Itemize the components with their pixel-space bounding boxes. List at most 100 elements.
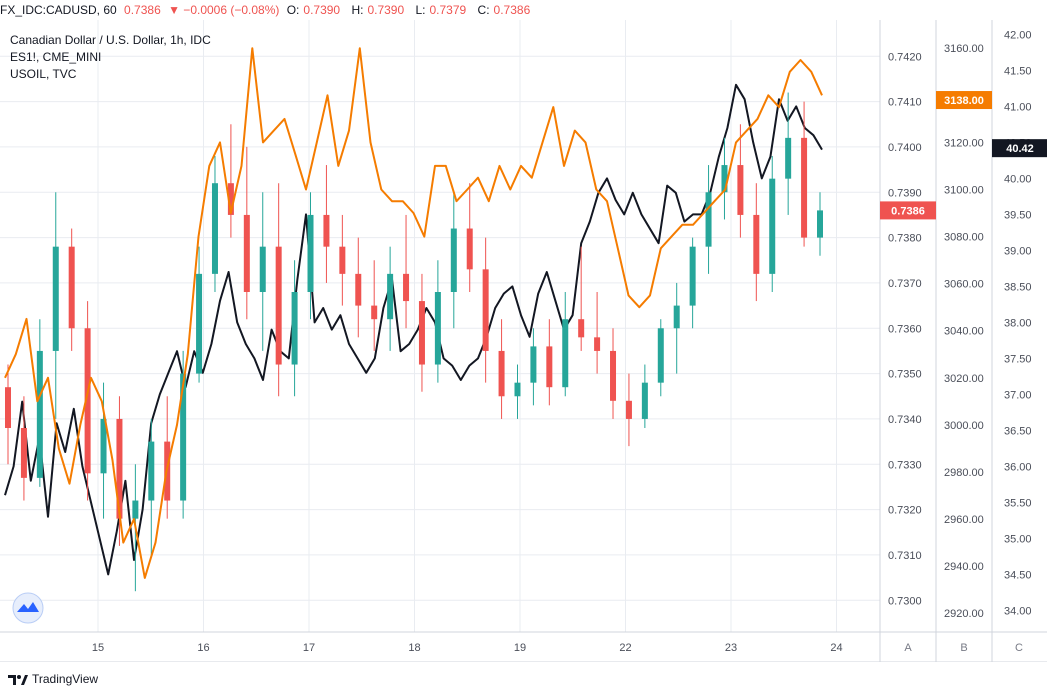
x-tick-label: 17	[303, 642, 315, 654]
cadusd-axis-tick-label: 0.7360	[888, 323, 922, 335]
price-change: ▼ −0.0006 (−0.08%)	[168, 3, 280, 17]
oil-axis-tick-label: 38.50	[1004, 281, 1032, 293]
cadusd-axis-tick-label: 0.7350	[888, 369, 922, 381]
price-axes[interactable]: 0.7420 0.7410 0.7400 0.7390 0.7380 0.7370 0.73…	[0, 0, 1047, 663]
oil-axis-tick-label: 39.00	[1004, 245, 1032, 257]
symbol-header: FX_IDC:CADUSD, 60 0.7386 ▼ −0.0006 (−0.0…	[0, 0, 1047, 20]
usoil-line-path	[4, 83, 823, 576]
candle-body	[530, 346, 537, 383]
candle-body	[594, 337, 601, 351]
oil-axis-tick-label: 36.00	[1004, 461, 1032, 473]
scale-button-c[interactable]: C	[1015, 642, 1023, 654]
candle-body	[355, 273, 362, 306]
candle-body	[625, 400, 632, 419]
candle-body	[785, 137, 792, 179]
low-label: L:	[415, 3, 426, 17]
high-label: H:	[351, 3, 364, 17]
es-axis-tick-label: 2980.00	[944, 467, 984, 479]
cadusd-axis-tick-label: 0.7310	[888, 550, 922, 562]
candle-body	[243, 214, 250, 292]
oil-last-badge: 40.42	[1006, 143, 1034, 155]
scale-button-a[interactable]: A	[904, 642, 912, 654]
es-last-badge: 3138.00	[944, 95, 984, 107]
open-value: 0.7390	[303, 3, 341, 17]
candle-body	[418, 301, 425, 365]
es-axis-tick-label: 3000.00	[944, 420, 984, 432]
es-axis-tick-label: 3040.00	[944, 326, 984, 338]
tradingview-logo-icon	[8, 675, 28, 685]
candle-body	[307, 214, 314, 292]
oil-axis-tick-label: 35.50	[1004, 497, 1032, 509]
candle-body	[769, 178, 776, 274]
scale-button-b[interactable]: B	[960, 642, 967, 654]
close-value: 0.7386	[493, 3, 531, 17]
candle-body	[259, 246, 266, 292]
oil-axis-tick-label: 41.50	[1004, 65, 1032, 77]
x-tick-label: 23	[725, 642, 737, 654]
candle-body	[689, 246, 696, 306]
cadusd-candles	[5, 92, 823, 592]
oil-axis-tick-label: 37.00	[1004, 389, 1032, 401]
x-tick-label: 19	[514, 642, 526, 654]
cadusd-axis-tick-label: 0.7400	[888, 142, 922, 154]
es-axis-tick-label: 2940.00	[944, 561, 984, 573]
legend-es-series[interactable]: ES1!, CME_MINI	[10, 50, 102, 64]
candle-body	[578, 319, 585, 338]
oil-axis-tick-label: 42.00	[1004, 29, 1032, 41]
candle-body	[817, 210, 823, 238]
es-axis-tick-label: 3160.00	[944, 43, 984, 55]
cadusd-axis-tick-label: 0.7320	[888, 505, 922, 517]
candle-body	[36, 350, 43, 478]
candle-body	[498, 350, 505, 397]
es-axis-tick-label: 3080.00	[944, 232, 984, 244]
candle-body	[721, 165, 728, 193]
candle-body	[291, 292, 298, 365]
tv-watermark-icon[interactable]	[12, 592, 44, 624]
es-line-path	[4, 47, 823, 579]
high-value: 0.7390	[367, 3, 405, 17]
candle-body	[196, 273, 203, 374]
symbol-title[interactable]: FX_IDC:CADUSD, 60	[0, 3, 117, 17]
tradingview-logo[interactable]: TradingView	[8, 672, 98, 686]
time-axis[interactable]: 15 16 17 18 19 22 23 24	[92, 642, 843, 654]
candle-body	[514, 382, 521, 397]
candle-body	[227, 183, 234, 215]
candle-body	[371, 305, 378, 320]
candle-body	[801, 137, 808, 238]
es-axis-tick-label: 3020.00	[944, 373, 984, 385]
oil-axis-tick-label: 34.50	[1004, 569, 1032, 581]
candle-body	[339, 246, 346, 274]
chart-legend: Canadian Dollar / U.S. Dollar, 1h, IDC E…	[10, 32, 211, 83]
oil-axis-tick-label: 38.00	[1004, 317, 1032, 329]
es-axis-tick-label: 3060.00	[944, 279, 984, 291]
candle-body	[705, 192, 712, 247]
es-last-badge-bg	[936, 91, 992, 110]
oil-axis-tick-label: 37.50	[1004, 353, 1032, 365]
candle-body	[180, 373, 187, 501]
candle-body	[450, 228, 457, 292]
es-line	[4, 47, 823, 579]
candle-body	[434, 292, 441, 365]
candle-body	[323, 214, 330, 247]
candle-body	[275, 246, 282, 365]
es-axis-tick-label: 3120.00	[944, 137, 984, 149]
tradingview-brand: TradingView	[32, 672, 99, 686]
x-tick-label: 15	[92, 642, 104, 654]
es-axis-tick-label: 2920.00	[944, 608, 984, 620]
candle-body	[387, 273, 394, 320]
legend-oil-series[interactable]: USOIL, TVC	[10, 67, 77, 81]
oil-last-badge-bg	[992, 139, 1047, 158]
candle-body	[546, 346, 553, 388]
candle-body	[562, 319, 569, 388]
cadusd-axis-tick-label: 0.7420	[888, 51, 922, 63]
candle-body	[610, 350, 617, 401]
x-tick-label: 16	[197, 642, 209, 654]
legend-main-series[interactable]: Canadian Dollar / U.S. Dollar, 1h, IDC	[10, 33, 211, 47]
scale-buttons[interactable]: A B C	[904, 642, 1023, 654]
candle-body	[148, 441, 155, 501]
candle-body	[657, 328, 664, 383]
candle-body	[211, 183, 218, 274]
candle-body	[753, 214, 760, 274]
last-price-badges: 0.7386 3138.00 40.42	[880, 91, 1047, 220]
